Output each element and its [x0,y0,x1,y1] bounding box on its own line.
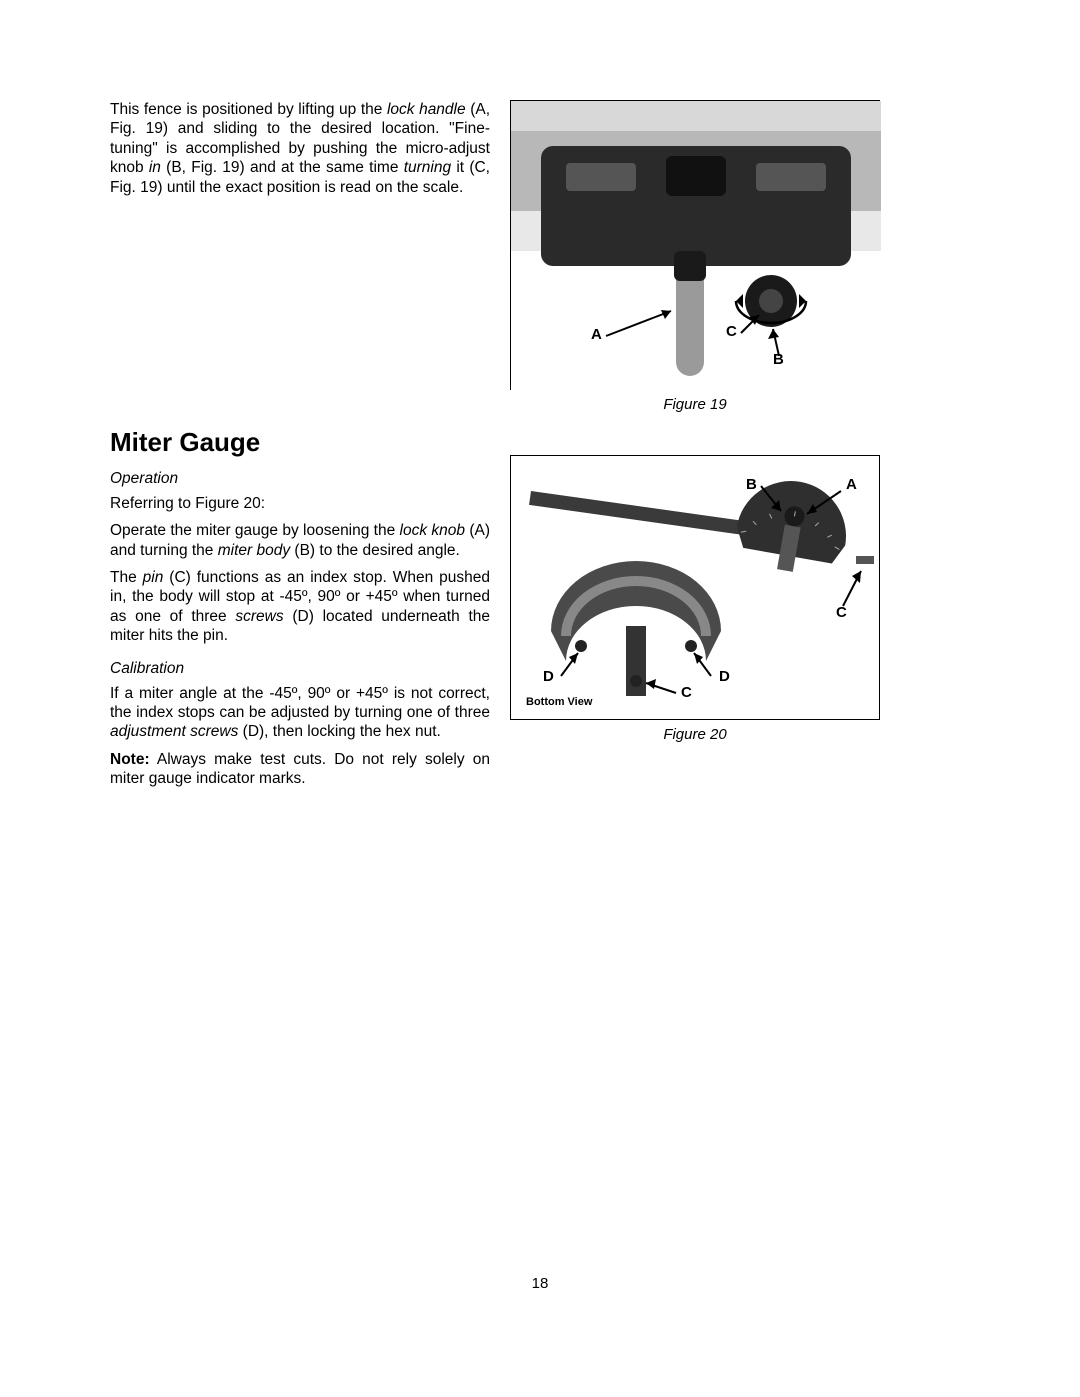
fig20-label-c-right: C [836,604,847,621]
page-number: 18 [110,1275,970,1292]
text-italic: in [149,159,161,176]
miter-gauge-heading: Miter Gauge [110,427,490,458]
text-italic: screws [235,608,283,625]
figure-20-caption: Figure 20 [510,726,880,743]
text-italic: lock knob [400,522,465,539]
text-italic: adjustment screws [110,723,238,740]
figure-19-svg [511,101,881,391]
fig19-label-b: B [773,351,784,368]
fig20-label-d-left: D [543,668,554,685]
text: The [110,569,143,586]
fig20-label-a: A [846,476,857,493]
calibration-p2: Note: Always make test cuts. Do not rely… [110,750,490,789]
text: Operate the miter gauge by loosening the [110,522,400,539]
text: (D), then locking the hex nut. [238,723,440,740]
text: Always make test cuts. Do not rely solel… [110,751,490,787]
fig19-label-c: C [726,323,737,340]
text-italic: lock handle [387,101,466,118]
intro-paragraph: This fence is positioned by lifting up t… [110,100,490,197]
text-italic: turning [404,159,451,176]
operation-p2: Operate the miter gauge by loosening the… [110,521,490,560]
operation-subheading: Operation [110,470,490,488]
calibration-subheading: Calibration [110,660,490,678]
fig20-bottom-view-label: Bottom View [526,696,592,708]
text: If a miter angle at the -45º, 90º or +45… [110,685,490,721]
left-column: This fence is positioned by lifting up t… [110,100,490,796]
calibration-p1: If a miter angle at the -45º, 90º or +45… [110,684,490,742]
operation-p3: The pin (C) functions as an index stop. … [110,568,490,646]
operation-p1: Referring to Figure 20: [110,494,490,513]
fig20-label-b: B [746,476,757,493]
figure-19-caption: Figure 19 [510,396,880,413]
figure-20-svg [511,456,881,721]
fig20-label-c-bottom: C [681,684,692,701]
text: (B, Fig. 19) and at the same time [161,159,404,176]
text-italic: miter body [218,542,290,559]
fig20-label-d-right: D [719,668,730,685]
text: This fence is positioned by lifting up t… [110,101,387,118]
text: (B) to the desired angle. [290,542,460,559]
note-label: Note: [110,751,150,768]
fig19-label-a: A [591,326,602,343]
right-column: A C B Figure 19 [510,100,880,743]
text-italic: pin [143,569,164,586]
figure-19-image: A C B [510,100,880,390]
figure-20-image: A B C D D C Bottom View [510,455,880,720]
